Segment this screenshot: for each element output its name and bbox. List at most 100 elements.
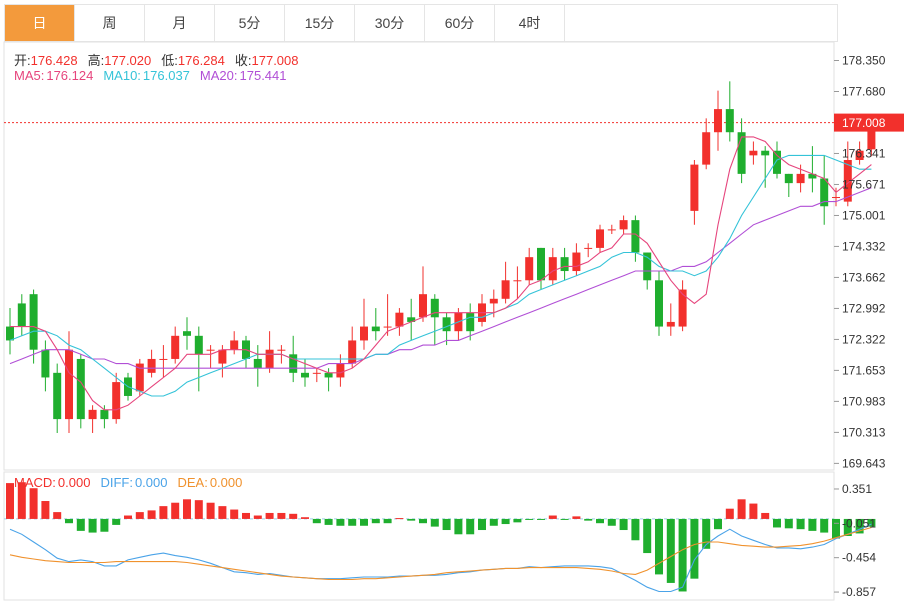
- macd-bar: [513, 518, 522, 523]
- macd-bar: [230, 509, 239, 519]
- tab-6[interactable]: 60分: [425, 5, 495, 41]
- macd-bar: [761, 512, 770, 519]
- macd-bar: [41, 501, 50, 519]
- tab-4[interactable]: 15分: [285, 5, 355, 41]
- candle-body: [501, 280, 510, 299]
- macd-tick-label: -0.454: [842, 551, 876, 565]
- candle-body: [29, 294, 38, 350]
- macd-bar: [572, 516, 581, 519]
- close-label: 收:: [234, 53, 252, 68]
- macd-bar: [749, 503, 758, 519]
- tab-7[interactable]: 4时: [495, 5, 565, 41]
- macd-bar: [820, 518, 829, 533]
- price-tick-label: 173.662: [842, 270, 886, 284]
- macd-bar: [419, 518, 427, 524]
- macd-bar: [135, 512, 144, 519]
- macd-bar: [548, 515, 557, 519]
- price-tick-label: 175.001: [842, 208, 886, 222]
- macd-bar: [100, 518, 109, 532]
- macd-bar: [194, 500, 203, 519]
- candle-body: [843, 159, 852, 202]
- diff-value: 0.000: [134, 475, 168, 490]
- macd-bar: [607, 518, 616, 526]
- macd-bar: [843, 518, 852, 536]
- candle-body: [194, 335, 203, 355]
- macd-bar: [171, 502, 180, 519]
- macd-bar: [501, 518, 510, 525]
- price-tick-label: 170.983: [842, 394, 886, 408]
- macd-bar: [714, 518, 722, 530]
- candle-body: [596, 229, 604, 248]
- macd-bar: [183, 499, 191, 519]
- candle-body: [301, 372, 309, 378]
- tab-2[interactable]: 月: [145, 5, 215, 41]
- candle-body: [17, 303, 26, 327]
- macd-bar: [690, 518, 699, 579]
- macd-bar: [112, 518, 121, 525]
- price-tick-label: 169.643: [842, 456, 886, 470]
- tab-3[interactable]: 5分: [215, 5, 285, 41]
- candle-body: [218, 349, 227, 364]
- candle-body: [41, 349, 50, 378]
- candles-group: [6, 81, 876, 433]
- low-value: 176.284: [177, 53, 225, 68]
- candle-body: [147, 358, 156, 373]
- price-tick-label: 175.671: [842, 177, 886, 191]
- macd-bar: [218, 506, 227, 519]
- macd-bar: [867, 518, 876, 527]
- macd-label: MACD:: [14, 475, 56, 490]
- candle-body: [548, 257, 557, 281]
- macd-bar: [796, 518, 805, 530]
- candle-body: [749, 150, 758, 156]
- ma10-value: 176.037: [142, 68, 190, 83]
- tab-0[interactable]: 日: [5, 5, 75, 41]
- high-label: 高:: [87, 53, 105, 68]
- candle-body: [690, 164, 699, 211]
- candle-body: [607, 229, 616, 231]
- price-tick-label: 176.341: [842, 146, 886, 160]
- macd-bar: [312, 518, 321, 524]
- candle-body: [855, 150, 864, 160]
- macd-bar: [65, 518, 73, 524]
- ma5-value: 176.124: [46, 68, 94, 83]
- candle-body: [312, 372, 321, 374]
- price-tick-label: 172.992: [842, 301, 886, 315]
- price-tick-label: 177.680: [842, 85, 886, 99]
- candle-body: [100, 409, 109, 420]
- candle-body: [112, 382, 121, 420]
- candle-body: [702, 132, 711, 165]
- dea-line: [9, 526, 872, 581]
- macd-bar: [253, 515, 262, 519]
- ohlc-info: 开:176.428 高:177.020 低:176.284 收:177.008: [14, 50, 301, 69]
- macd-value: 0.000: [57, 475, 91, 490]
- candle-body: [289, 354, 298, 373]
- candle-body: [419, 294, 427, 318]
- candle-body: [513, 280, 522, 282]
- candle-body: [383, 326, 392, 328]
- macd-tick-label: -0.857: [842, 585, 876, 599]
- macd-bar: [242, 512, 250, 519]
- ma20-label: MA20:: [199, 68, 238, 83]
- tab-5[interactable]: 30分: [355, 5, 425, 41]
- open-label: 开:: [14, 53, 31, 68]
- candle-body: [666, 321, 675, 327]
- candle-body: [631, 220, 640, 253]
- ma20-line: [9, 187, 872, 369]
- candle-body: [88, 409, 97, 420]
- macd-bar: [808, 518, 817, 531]
- macd-bar: [395, 518, 404, 520]
- macd-bar: [301, 517, 309, 519]
- candle-body: [6, 326, 14, 341]
- candle-body: [832, 197, 840, 199]
- macd-bar: [584, 518, 593, 521]
- macd-bar: [560, 518, 569, 520]
- tab-1[interactable]: 周: [75, 5, 145, 41]
- macd-bar: [784, 518, 793, 529]
- candle-body: [430, 298, 439, 318]
- ma5-line: [10, 136, 872, 411]
- candle-body: [572, 252, 581, 272]
- macd-bar: [537, 518, 545, 520]
- macd-bar: [725, 508, 734, 519]
- dea-value: 0.000: [209, 475, 243, 490]
